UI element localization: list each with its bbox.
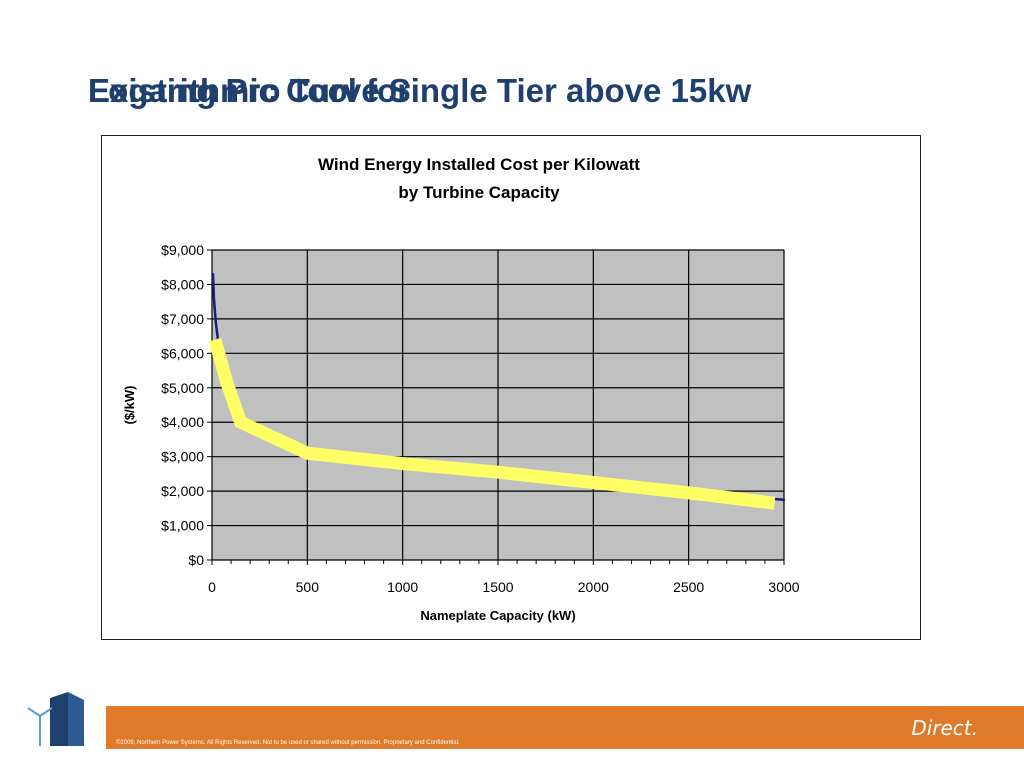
x-tick-label: 0 [208, 579, 216, 595]
y-tick-label: $9,000 [161, 242, 204, 258]
y-axis-label: ($/kW) [122, 386, 137, 425]
x-tick-label: 1500 [482, 579, 513, 595]
company-logo [20, 690, 96, 750]
x-tick-label: 1000 [387, 579, 418, 595]
cost-chart: Wind Energy Installed Cost per Kilowatt b… [122, 155, 800, 623]
y-tick-label: $7,000 [161, 311, 204, 327]
footer-bar: Direct. ©2009, Northern Power Systems. A… [106, 706, 1024, 749]
y-tick-label: $8,000 [161, 276, 204, 292]
chart-title: Wind Energy Installed Cost per Kilowatt [318, 155, 640, 174]
chart-frame: Wind Energy Installed Cost per Kilowatt b… [101, 135, 921, 640]
y-tick-label: $5,000 [161, 380, 204, 396]
x-tick-label: 3000 [768, 579, 799, 595]
title-text-a: Existing Pro Tool for [88, 72, 411, 109]
y-tick-label: $3,000 [161, 449, 204, 465]
title-text-b: Logarithmic Curve Single Tier above 15kw [88, 72, 752, 109]
y-tick-label: $6,000 [161, 345, 204, 361]
x-tick-label: 2000 [578, 579, 609, 595]
y-tick-label: $2,000 [161, 483, 204, 499]
legal-notice: ©2009, Northern Power Systems. All Right… [116, 740, 460, 746]
y-tick-label: $1,000 [161, 518, 204, 534]
x-axis-label: Nameplate Capacity (kW) [420, 608, 575, 623]
chart-subtitle: by Turbine Capacity [398, 183, 560, 202]
x-tick-label: 2500 [673, 579, 704, 595]
y-tick-label: $4,000 [161, 414, 204, 430]
x-tick-label: 500 [296, 579, 320, 595]
brand-tagline: Direct. [911, 716, 978, 740]
y-tick-label: $0 [188, 552, 204, 568]
